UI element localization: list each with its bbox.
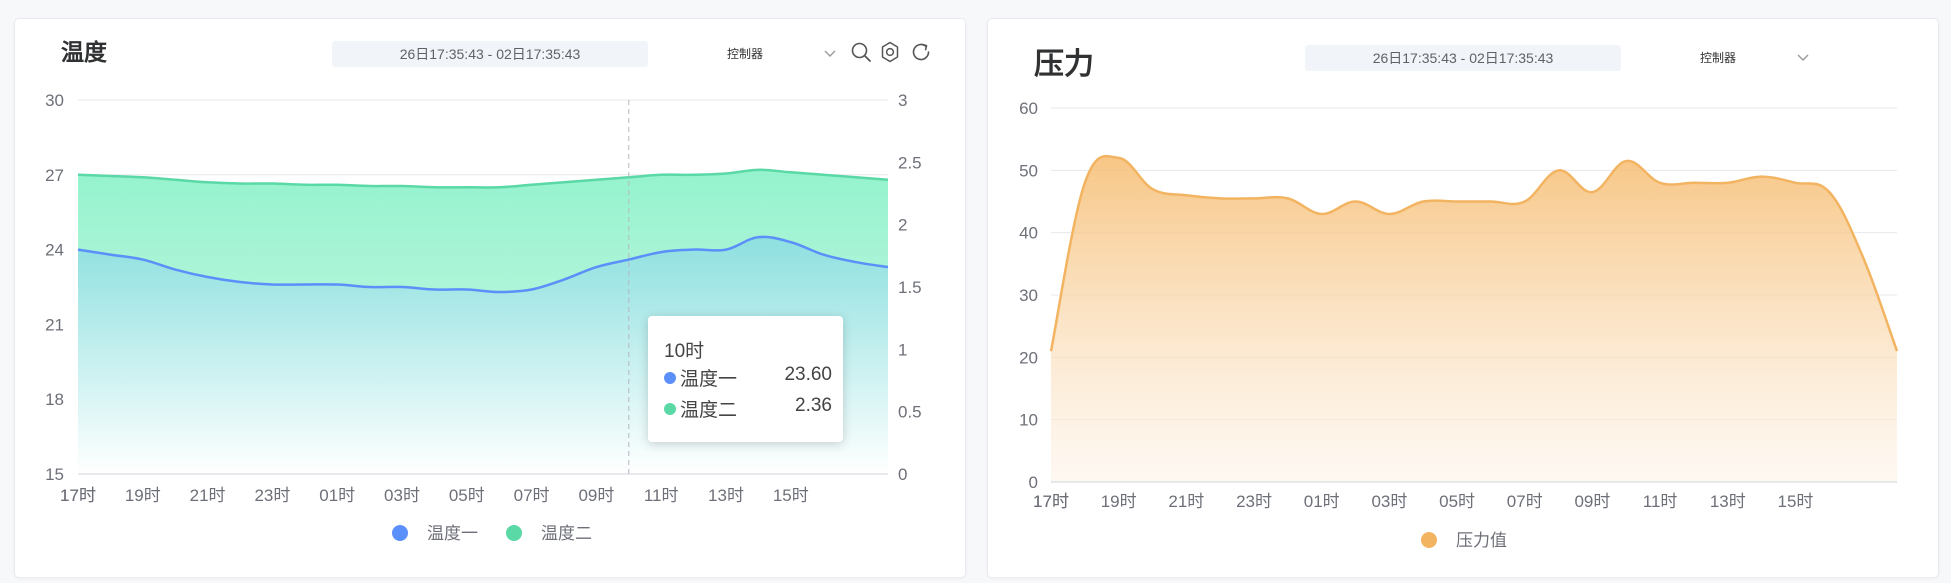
refresh-icon[interactable] bbox=[910, 41, 932, 63]
x-axis-tick-label: 01时 bbox=[1304, 492, 1340, 511]
x-axis-tick-label: 09时 bbox=[578, 486, 614, 505]
x-axis-tick-label: 15时 bbox=[773, 486, 809, 505]
controller-select[interactable]: 控制器 bbox=[1700, 45, 1810, 71]
tooltip-series-value: 2.36 bbox=[795, 395, 832, 416]
x-axis-tick-label: 23时 bbox=[254, 486, 290, 505]
temperature-title: 温度 bbox=[61, 39, 107, 65]
y-axis-tick-label: 60 bbox=[1019, 99, 1038, 118]
controller-select-value: 控制器 bbox=[727, 47, 764, 61]
x-axis-tick-label: 21时 bbox=[1168, 492, 1204, 511]
y-axis-tick-label: 0 bbox=[1029, 473, 1038, 492]
series-color-dot bbox=[664, 371, 676, 384]
pressure-area bbox=[1051, 156, 1897, 483]
x-axis-tick-label: 17时 bbox=[60, 486, 96, 505]
tooltip-series-name: 温度一 bbox=[680, 369, 738, 390]
y-axis-left-tick-label: 18 bbox=[45, 390, 64, 409]
tooltip-row: 温度二 2.36 bbox=[664, 395, 832, 421]
x-axis-tick-label: 13时 bbox=[1710, 492, 1746, 511]
y-axis-right-tick-label: 0 bbox=[898, 465, 907, 484]
x-axis-tick-label: 21时 bbox=[190, 486, 226, 505]
time-range-picker[interactable]: 26日17:35:43 - 02日17:35:43 bbox=[1305, 45, 1621, 71]
y-axis-tick-label: 50 bbox=[1019, 161, 1038, 180]
controller-select[interactable]: 控制器 bbox=[727, 41, 837, 67]
controller-select-value: 控制器 bbox=[1700, 51, 1737, 65]
legend-label[interactable]: 压力值 bbox=[1456, 531, 1507, 550]
chevron-down-icon bbox=[1797, 54, 1809, 61]
y-axis-tick-label: 20 bbox=[1019, 348, 1038, 367]
legend-marker[interactable] bbox=[392, 525, 408, 541]
legend-marker[interactable] bbox=[1421, 532, 1437, 548]
y-axis-tick-label: 10 bbox=[1019, 411, 1038, 430]
x-axis-tick-label: 19时 bbox=[125, 486, 161, 505]
pressure-line[interactable] bbox=[1049, 154, 1899, 352]
tooltip-title: 10时 bbox=[664, 341, 705, 362]
y-axis-left-tick-label: 15 bbox=[45, 465, 64, 484]
y-axis-right-tick-label: 1.5 bbox=[898, 278, 922, 297]
series-color-dot bbox=[664, 402, 676, 415]
temp2-line[interactable] bbox=[77, 168, 889, 189]
x-axis-tick-label: 09时 bbox=[1574, 492, 1610, 511]
pressure-title: 压力 bbox=[1034, 48, 1094, 81]
x-axis-tick-label: 17时 bbox=[1033, 492, 1069, 511]
x-axis-tick-label: 01时 bbox=[319, 486, 355, 505]
x-axis-tick-label: 15时 bbox=[1778, 492, 1814, 511]
x-axis-tick-label: 13时 bbox=[708, 486, 744, 505]
x-axis-tick-label: 05时 bbox=[449, 486, 485, 505]
x-axis-tick-label: 19时 bbox=[1101, 492, 1137, 511]
tooltip-series-value: 23.60 bbox=[784, 364, 832, 385]
y-axis-right-tick-label: 2.5 bbox=[898, 153, 922, 172]
x-axis-tick-label: 05时 bbox=[1439, 492, 1475, 511]
time-range-picker[interactable]: 26日17:35:43 - 02日17:35:43 bbox=[332, 41, 648, 67]
chevron-down-icon bbox=[824, 50, 836, 57]
tooltip-series-name: 温度二 bbox=[680, 400, 738, 421]
legend-marker[interactable] bbox=[506, 525, 522, 541]
y-axis-left-tick-label: 30 bbox=[45, 91, 64, 110]
y-axis-right-tick-label: 3 bbox=[898, 91, 907, 110]
x-axis-tick-label: 11时 bbox=[644, 486, 679, 505]
pressure-chart[interactable]: 0 10 20 30 40 50 60 17时 19时 21时 23时 01时 03时 05时 07时 09时… bbox=[1019, 99, 1899, 550]
legend-label[interactable]: 温度一 bbox=[427, 524, 478, 543]
y-axis-tick-label: 40 bbox=[1019, 224, 1038, 243]
temp1-line[interactable] bbox=[77, 235, 889, 294]
y-axis-left-tick-label: 21 bbox=[45, 315, 64, 334]
tooltip-row: 温度一 23.60 bbox=[664, 364, 832, 390]
x-axis-tick-label: 07时 bbox=[1507, 492, 1543, 511]
x-axis-tick-label: 03时 bbox=[1371, 492, 1407, 511]
y-axis-tick-label: 30 bbox=[1019, 286, 1038, 305]
y-axis-right-tick-label: 1 bbox=[898, 340, 907, 359]
x-axis-tick-label: 07时 bbox=[514, 486, 550, 505]
y-axis-right-tick-label: 0.5 bbox=[898, 403, 922, 422]
search-icon[interactable] bbox=[850, 41, 872, 63]
x-axis-tick-label: 03时 bbox=[384, 486, 420, 505]
settings-icon[interactable] bbox=[879, 41, 901, 63]
x-axis-tick-label: 17时 bbox=[1033, 492, 1069, 511]
legend-label[interactable]: 温度二 bbox=[541, 524, 592, 543]
y-axis-right-tick-label: 2 bbox=[898, 216, 907, 235]
y-axis-left-tick-label: 24 bbox=[45, 241, 64, 260]
x-axis-tick-label: 17时 bbox=[60, 486, 96, 505]
chart-tooltip: 10时 温度一 23.60 温度二 2.36 bbox=[648, 316, 843, 442]
x-axis-tick-label: 23时 bbox=[1236, 492, 1272, 511]
y-axis-left-tick-label: 27 bbox=[45, 166, 64, 185]
x-axis-tick-label: 11时 bbox=[1643, 492, 1678, 511]
